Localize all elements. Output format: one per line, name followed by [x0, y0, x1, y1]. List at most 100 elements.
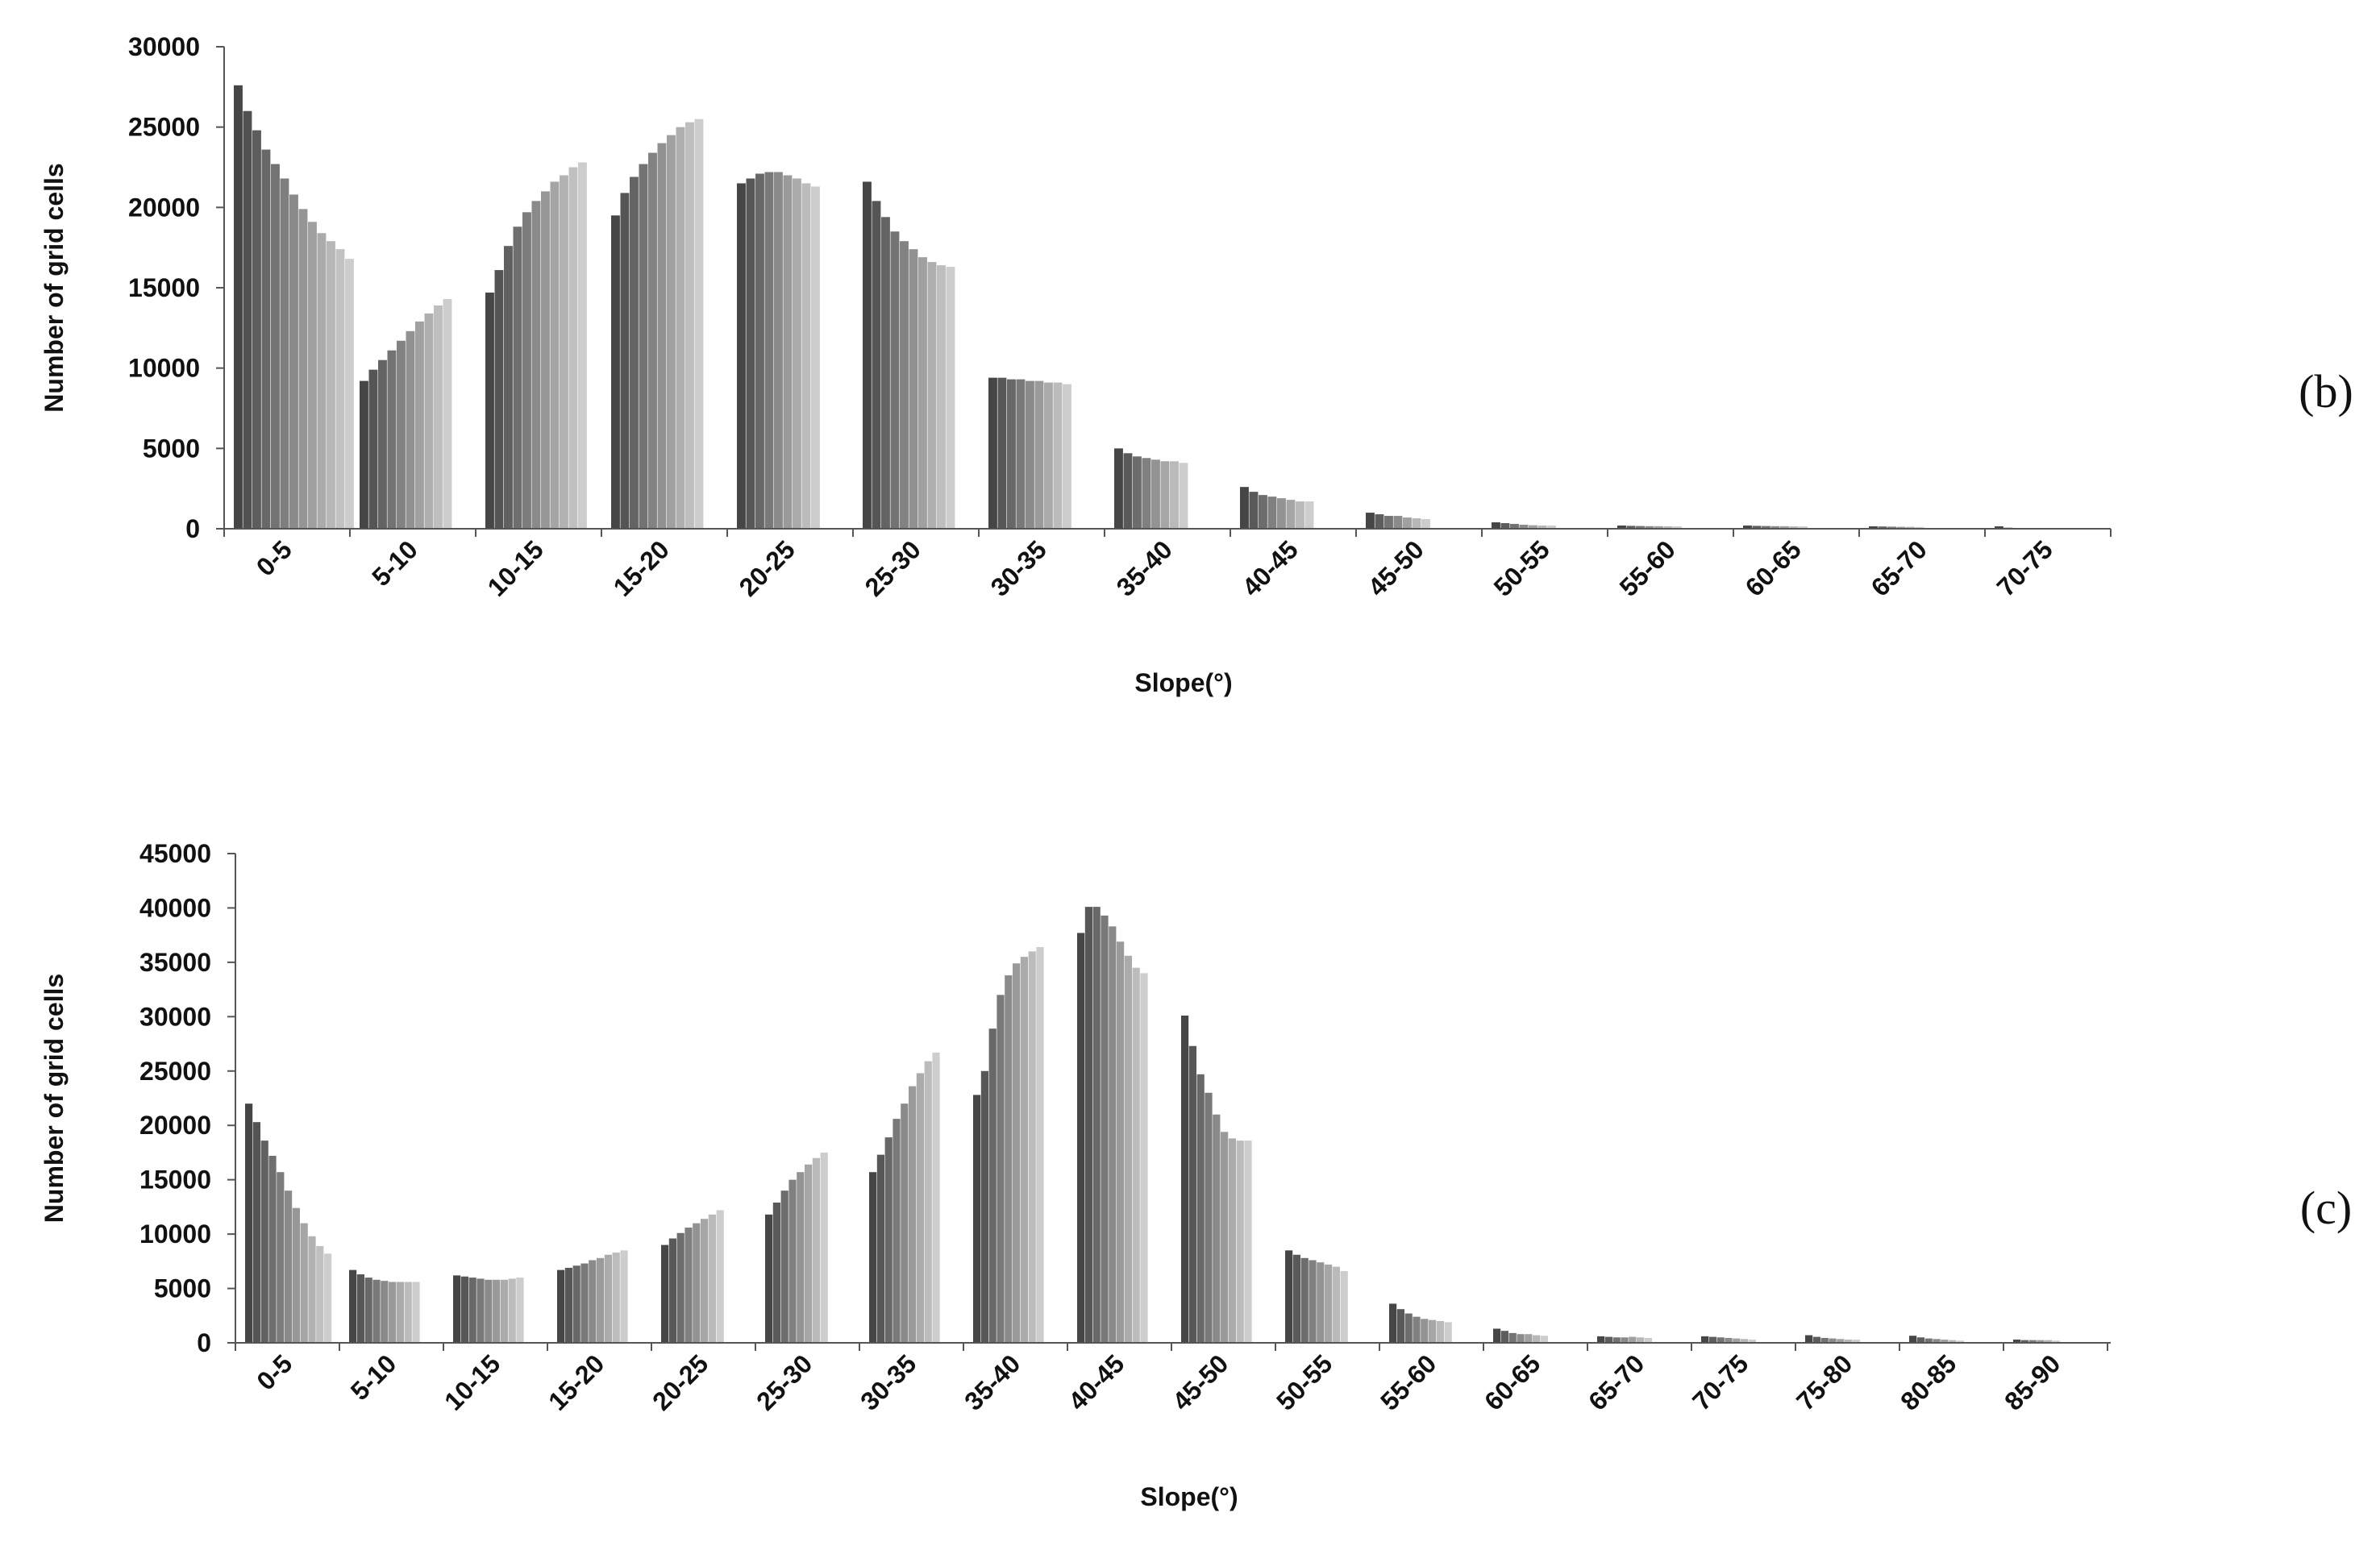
- bar: [684, 1228, 692, 1343]
- x-tick-label: 40-45: [1063, 1348, 1130, 1415]
- x-tick-label: 50-55: [1271, 1348, 1338, 1415]
- bar: [397, 1282, 404, 1343]
- panel-b-x-axis-title: Slope(°): [1134, 668, 1232, 697]
- bar: [1413, 518, 1421, 529]
- x-tick-label: 70-75: [1687, 1348, 1754, 1415]
- y-tick-label: 25000: [128, 113, 200, 142]
- x-tick-label: 55-60: [1614, 534, 1681, 601]
- bar: [1077, 933, 1084, 1343]
- bar: [357, 1274, 364, 1343]
- bar: [597, 1258, 604, 1343]
- bar: [1405, 1314, 1413, 1343]
- bar: [1189, 1046, 1196, 1343]
- bar: [1389, 1303, 1396, 1343]
- panel-b-bars: [234, 85, 2012, 529]
- bar: [788, 1180, 796, 1343]
- x-tick-label: 40-45: [1237, 534, 1304, 601]
- bar: [805, 1165, 812, 1343]
- bar: [1309, 1260, 1316, 1343]
- bar: [639, 164, 648, 529]
- bar: [261, 1141, 268, 1343]
- bar: [1301, 1258, 1309, 1343]
- bar: [532, 201, 541, 529]
- bar: [1133, 968, 1140, 1343]
- bar: [1268, 497, 1277, 529]
- bar: [336, 249, 345, 529]
- y-tick-label: 45000: [139, 839, 211, 868]
- bar: [425, 314, 434, 529]
- bar: [1035, 381, 1044, 529]
- bar: [485, 293, 494, 529]
- bar: [813, 1158, 820, 1343]
- bar: [900, 241, 909, 529]
- bar: [565, 1268, 572, 1343]
- bar: [580, 1264, 588, 1343]
- x-tick-label: 65-70: [1583, 1348, 1650, 1415]
- bar: [1237, 1141, 1244, 1343]
- bar: [318, 233, 327, 529]
- bar: [1285, 1250, 1292, 1343]
- bar: [1445, 1322, 1452, 1343]
- bar: [793, 178, 801, 529]
- y-tick-label: 35000: [139, 948, 211, 977]
- bar: [1181, 1016, 1188, 1343]
- bar: [1493, 1328, 1500, 1343]
- bar: [1029, 951, 1036, 1343]
- y-tick-label: 20000: [139, 1111, 211, 1140]
- bar: [1170, 461, 1179, 529]
- bar: [234, 85, 243, 529]
- bar: [648, 153, 657, 529]
- bar: [932, 1053, 939, 1343]
- bar: [1605, 1337, 1612, 1343]
- y-tick-label: 10000: [139, 1220, 211, 1249]
- bar: [891, 231, 900, 529]
- y-tick-label: 30000: [128, 32, 200, 61]
- bar: [821, 1153, 828, 1343]
- x-tick-label: 55-60: [1375, 1348, 1442, 1415]
- bar: [1413, 1317, 1420, 1343]
- bar: [589, 1260, 596, 1343]
- bar: [1259, 495, 1267, 529]
- bar: [1805, 1336, 1812, 1343]
- bar: [405, 1282, 412, 1343]
- bar: [781, 1190, 788, 1343]
- bar: [327, 241, 335, 529]
- bar: [1917, 1337, 1924, 1343]
- bar: [485, 1280, 492, 1343]
- bar: [693, 1224, 700, 1343]
- bar: [892, 1119, 900, 1343]
- bar: [1021, 957, 1028, 1343]
- bar: [245, 1103, 252, 1343]
- bar: [677, 1233, 684, 1343]
- x-tick-label: 30-35: [985, 534, 1052, 601]
- bar: [998, 378, 1007, 529]
- x-tick-label: 15-20: [543, 1348, 610, 1415]
- bar: [1701, 1336, 1708, 1343]
- bar: [1197, 1074, 1205, 1343]
- bar: [1101, 916, 1108, 1343]
- bar: [797, 1172, 804, 1343]
- bar: [271, 164, 280, 529]
- bar: [1305, 501, 1314, 529]
- bar: [1366, 513, 1375, 529]
- bar: [1133, 456, 1142, 529]
- bar: [324, 1253, 331, 1343]
- bar: [765, 172, 774, 529]
- bar: [630, 177, 639, 529]
- bar: [289, 194, 298, 529]
- bar: [1244, 1141, 1251, 1343]
- bar: [1813, 1337, 1820, 1343]
- bar: [1325, 1265, 1332, 1343]
- bar: [308, 222, 317, 529]
- bar: [501, 1280, 508, 1343]
- bar: [1421, 519, 1430, 529]
- y-tick-label: 30000: [139, 1002, 211, 1031]
- x-tick-label: 60-65: [1740, 534, 1807, 601]
- bar: [372, 1280, 380, 1343]
- bar: [925, 1062, 932, 1343]
- panel-c-bars: [245, 907, 2060, 1343]
- x-tick-label: 75-80: [1791, 1348, 1858, 1415]
- bar: [765, 1215, 772, 1343]
- bar: [516, 1278, 523, 1343]
- x-tick-label: 20-25: [734, 534, 801, 601]
